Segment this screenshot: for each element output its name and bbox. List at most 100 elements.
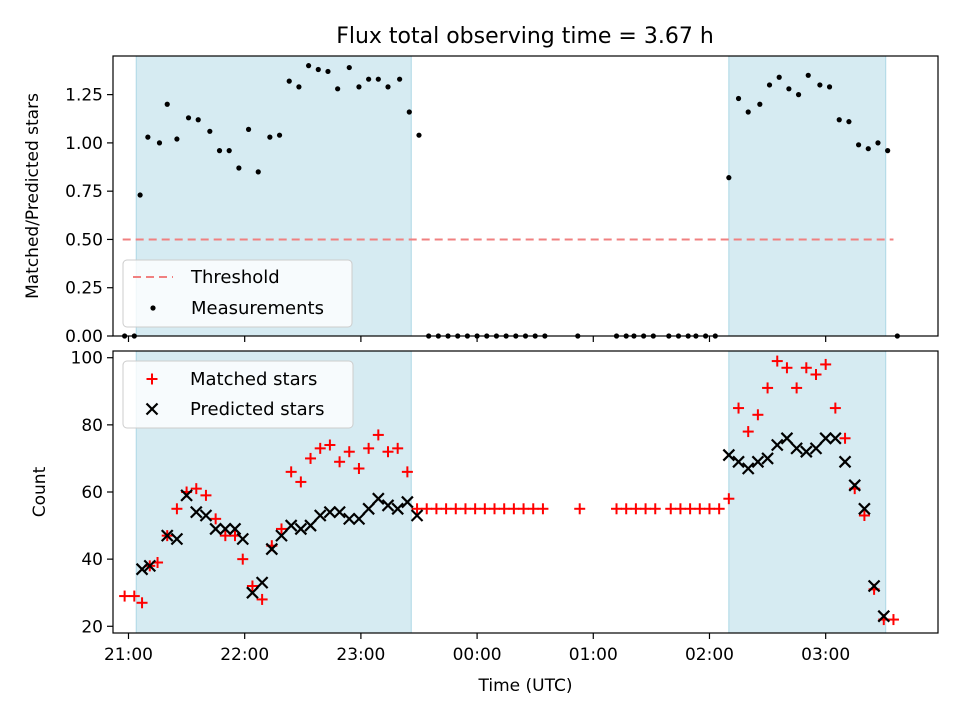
measurement-point: [795, 92, 802, 98]
measurement-point: [786, 86, 792, 92]
shaded-interval: [728, 55, 887, 337]
predicted-point: [333, 505, 346, 519]
measurement-point: [745, 109, 751, 115]
predicted-point: [170, 532, 184, 546]
top-x-ticks: [127, 336, 827, 342]
predicted-point: [877, 609, 891, 623]
x-tick-label: 02:00: [685, 645, 734, 665]
measurement-points: [122, 63, 900, 339]
bottom-legend: Matched stars Predicted stars: [122, 360, 354, 429]
measurement-point: [276, 132, 283, 138]
measurement-point: [296, 84, 302, 90]
measurement-point: [207, 128, 213, 134]
bottom-x-ticks: 21:00 22:00 23:00 00:00 01:00 02:00 03:00: [104, 633, 850, 665]
measurement-point: [286, 78, 292, 84]
y-tick-label: 100: [71, 349, 103, 369]
bottom-y-axis-label: Count: [30, 466, 50, 517]
measurement-point: [826, 84, 833, 90]
predicted-point: [236, 532, 250, 546]
legend-matched-label: Matched stars: [190, 369, 317, 390]
predicted-point: [304, 519, 317, 532]
y-tick-label: 0.75: [65, 182, 103, 202]
measurement-point: [145, 134, 151, 140]
legend-matched-swatch: [146, 373, 158, 385]
top-y-axis-label: Matched/Predicted stars: [23, 93, 43, 299]
measurement-point: [164, 101, 170, 107]
predicted-point: [209, 522, 222, 536]
x-tick-label: 00:00: [453, 645, 502, 665]
predicted-point: [381, 499, 395, 512]
predicted-point: [780, 432, 794, 445]
chart-title: Flux total observing time = 3.67 h: [336, 24, 714, 49]
measurement-point: [195, 117, 201, 123]
predicted-point: [770, 438, 784, 452]
predicted-point: [189, 505, 203, 519]
predicted-point: [838, 455, 852, 469]
measurement-point: [335, 86, 341, 92]
measurement-point: [346, 64, 352, 71]
legend-predicted-label: Predicted stars: [190, 399, 324, 420]
measurement-point: [836, 117, 842, 123]
predicted-point: [265, 542, 279, 556]
measurement-point: [366, 76, 372, 82]
y-tick-label: 0.25: [65, 279, 103, 299]
predicted-point: [391, 502, 404, 516]
predicted-point: [867, 579, 881, 593]
measurement-point: [375, 76, 381, 82]
counts-panel: 20 40 60 80 100 21:00 22:00 23:00 00:00 01:00 02:…: [30, 349, 939, 696]
predicted-point: [143, 559, 157, 573]
predicted-point: [313, 509, 327, 522]
legend-measurements-swatch: [150, 305, 156, 311]
predicted-point: [722, 448, 736, 462]
measurement-point: [735, 95, 742, 102]
predicted-point: [246, 586, 259, 599]
x-tick-label: 22:00: [220, 645, 269, 665]
measurement-point: [305, 63, 312, 69]
legend-predicted-swatch: [145, 402, 159, 416]
predicted-point: [160, 529, 174, 542]
predicted-point: [284, 519, 298, 532]
measurement-point: [325, 68, 331, 75]
measurement-point: [156, 140, 163, 146]
predicted-point: [790, 442, 803, 455]
predicted-point: [401, 495, 414, 509]
measurement-point: [137, 192, 143, 198]
predicted-point: [342, 512, 356, 526]
predicted-point: [228, 522, 242, 536]
predicted-point: [410, 509, 424, 522]
y-tick-label: 60: [81, 483, 103, 503]
measurement-point: [255, 169, 261, 175]
measurement-point: [885, 148, 891, 154]
measurement-point: [226, 148, 232, 154]
predicted-point: [275, 529, 288, 542]
predicted-point: [362, 502, 375, 516]
predicted-point: [219, 522, 232, 536]
predicted-point: [294, 522, 308, 536]
measurement-point: [817, 82, 823, 88]
measurement-point: [875, 140, 881, 146]
measurement-point: [776, 74, 782, 80]
x-tick-label: 03:00: [801, 645, 850, 665]
predicted-point: [809, 442, 823, 455]
measurement-point: [315, 66, 321, 73]
y-tick-label: 0.00: [65, 327, 103, 347]
predicted-point: [819, 432, 832, 445]
top-legend: Threshold Measurements: [122, 259, 353, 328]
predicted-point: [732, 455, 745, 469]
x-tick-label: 21:00: [104, 645, 153, 665]
measurement-point: [855, 142, 862, 148]
predicted-point: [858, 502, 871, 516]
legend-x-marker: [145, 402, 159, 416]
measurement-point: [185, 115, 192, 121]
predicted-point: [741, 462, 755, 475]
predicted-point: [751, 455, 765, 469]
x-axis-label: Time (UTC): [478, 676, 573, 696]
bottom-y-ticks: 20 40 60 80 100: [71, 349, 113, 637]
legend-threshold-label: Threshold: [190, 267, 280, 288]
measurement-point: [385, 84, 391, 90]
measurement-point: [245, 126, 252, 132]
y-tick-label: 40: [81, 550, 103, 570]
predicted-point: [255, 576, 269, 589]
measurement-point: [216, 148, 223, 154]
